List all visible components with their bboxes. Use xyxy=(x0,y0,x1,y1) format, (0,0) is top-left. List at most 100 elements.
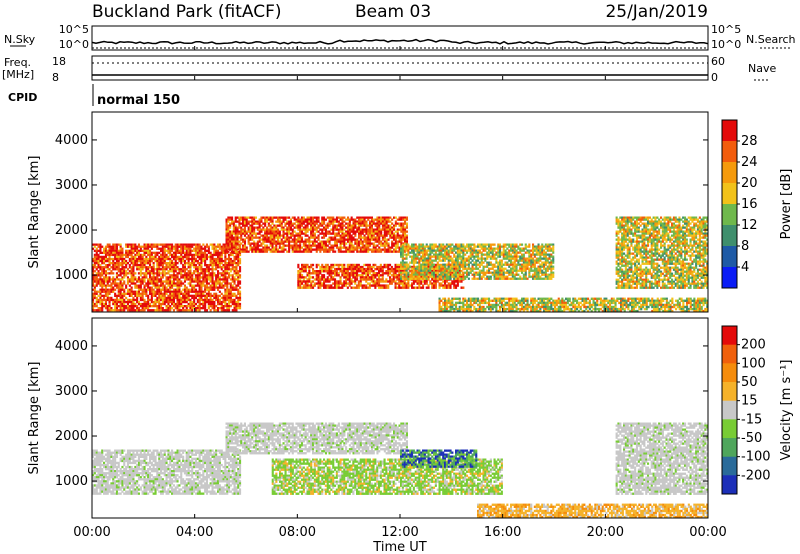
noise-tick-left-bottom: 10^0 xyxy=(59,38,89,51)
echo-cell xyxy=(204,294,207,297)
echo-cell xyxy=(99,259,102,263)
echo-cell xyxy=(215,276,218,279)
echo-cell xyxy=(183,247,186,250)
echo-cell xyxy=(300,246,303,249)
echo-cell xyxy=(477,273,480,276)
echo-cell xyxy=(328,246,331,249)
echo-cell xyxy=(185,274,188,277)
echo-cell xyxy=(145,276,148,279)
echo-cell xyxy=(187,290,190,293)
echo-cell xyxy=(473,267,476,270)
echo-cell xyxy=(165,290,168,293)
echo-cell xyxy=(158,247,161,250)
echo-cell xyxy=(440,278,443,281)
echo-cell xyxy=(460,243,463,246)
echo-cell xyxy=(310,216,313,219)
echo-cell xyxy=(445,257,448,260)
echo-cell xyxy=(310,226,313,229)
echo-cell xyxy=(289,228,292,231)
echo-cell xyxy=(372,280,375,283)
echo-cell xyxy=(328,248,331,251)
echo-cell xyxy=(302,228,305,231)
echo-cell xyxy=(334,220,337,223)
echo-cell xyxy=(396,278,399,281)
echo-cell xyxy=(95,292,98,295)
echo-cell xyxy=(478,275,481,278)
echo-cell xyxy=(328,250,331,253)
echo-cell xyxy=(134,305,137,308)
echo-cell xyxy=(156,251,159,254)
echo-cell xyxy=(104,272,107,275)
echo-cell xyxy=(350,248,353,251)
echo-cell xyxy=(106,278,109,281)
echo-cell xyxy=(235,300,238,304)
echo-cell xyxy=(238,230,241,233)
echo-cell xyxy=(433,247,436,250)
echo-cell xyxy=(226,286,229,289)
echo-cell xyxy=(394,248,397,251)
echo-cell xyxy=(132,307,135,310)
echo-cell xyxy=(240,218,243,221)
echo-cell xyxy=(180,255,183,259)
echo-cell xyxy=(267,246,270,249)
echo-cell xyxy=(191,278,194,281)
echo-cell xyxy=(156,300,159,304)
echo-cell xyxy=(121,253,124,257)
echo-cell xyxy=(301,274,304,277)
echo-cell xyxy=(215,259,218,263)
echo-cell xyxy=(202,247,205,250)
echo-cell xyxy=(126,305,129,308)
echo-cell xyxy=(372,284,375,287)
echo-cell xyxy=(301,280,304,283)
echo-cell xyxy=(209,251,212,254)
echo-cell xyxy=(126,272,129,275)
echo-cell xyxy=(429,282,432,285)
echo-cell xyxy=(229,298,232,302)
echo-cell xyxy=(365,220,368,223)
echo-cell xyxy=(345,248,348,251)
echo-cell xyxy=(183,292,186,295)
echo-cell xyxy=(108,262,111,265)
echo-cell xyxy=(275,240,278,243)
echo-cell xyxy=(348,274,351,277)
echo-cell xyxy=(425,273,428,276)
echo-cell xyxy=(165,307,168,310)
echo-cell xyxy=(425,249,428,252)
echo-cell xyxy=(400,218,403,221)
echo-cell xyxy=(189,272,192,275)
echo-cell xyxy=(376,267,379,271)
echo-cell xyxy=(196,272,199,275)
echo-cell xyxy=(324,226,327,229)
echo-cell xyxy=(103,284,106,287)
echo-cell xyxy=(160,253,163,257)
echo-cell xyxy=(143,288,146,291)
echo-cell xyxy=(187,262,190,265)
echo-cell xyxy=(337,274,340,277)
echo-cell xyxy=(402,218,405,221)
echo-cell xyxy=(205,278,208,281)
echo-cell xyxy=(337,240,340,243)
echo-cell xyxy=(207,290,210,293)
echo-cell xyxy=(284,232,287,235)
echo-cell xyxy=(445,253,448,256)
echo-cell xyxy=(205,274,208,277)
echo-cell xyxy=(326,250,329,253)
echo-cell xyxy=(370,265,373,269)
echo-cell xyxy=(380,230,383,233)
echo-cell xyxy=(171,259,174,263)
echo-cell xyxy=(165,276,168,279)
echo-cell xyxy=(405,282,408,285)
echo-cell xyxy=(425,269,428,272)
echo-cell xyxy=(398,284,401,287)
echo-cell xyxy=(174,268,177,271)
echo-cell xyxy=(198,262,201,265)
echo-cell xyxy=(405,238,408,241)
echo-cell xyxy=(119,274,122,277)
echo-cell xyxy=(378,240,381,243)
echo-cell xyxy=(147,251,150,254)
echo-cell xyxy=(414,253,417,256)
echo-cell xyxy=(427,253,430,256)
echo-cell xyxy=(139,272,142,275)
echo-cell xyxy=(117,243,120,246)
echo-cell xyxy=(130,255,133,259)
